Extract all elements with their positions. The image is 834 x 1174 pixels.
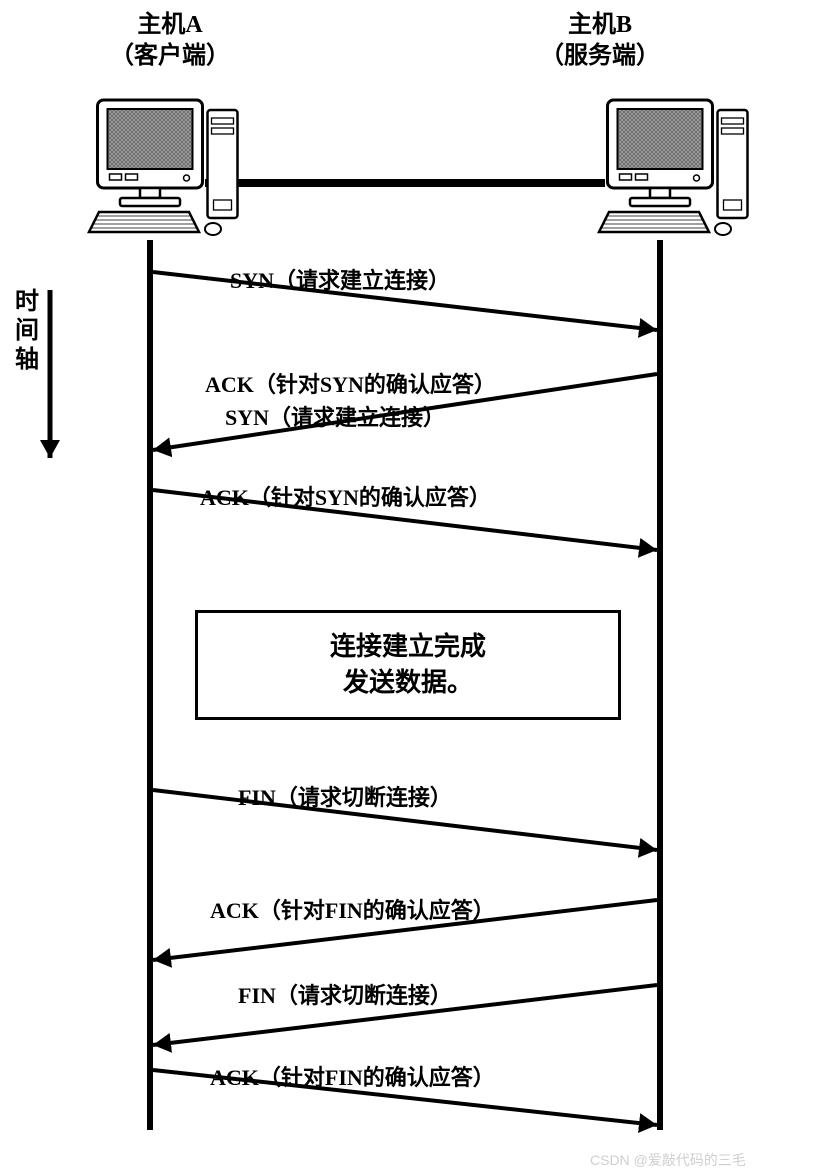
host-b-computer-icon: [599, 100, 748, 235]
status-box-line1: 连接建立完成: [198, 629, 618, 665]
host-b-header: 主机B（服务端）: [540, 10, 660, 72]
message-4-label-0: ACK（针对FIN的确认应答）: [210, 893, 495, 925]
host-a-title: 主机A: [110, 10, 230, 41]
message-1-label-1: SYN（请求建立连接）: [225, 400, 445, 432]
message-5-label-0: FIN（请求切断连接）: [238, 978, 452, 1010]
host-a-header: 主机A（客户端）: [110, 10, 230, 72]
host-a-computer-icon: [89, 100, 238, 235]
time-axis-label: 时间轴: [12, 288, 42, 374]
host-b-title: 主机B: [540, 10, 660, 41]
host-b-subtitle: （服务端）: [540, 41, 660, 72]
message-6-label-0: ACK（针对FIN的确认应答）: [210, 1060, 495, 1092]
status-box: 连接建立完成发送数据。: [195, 610, 621, 720]
message-1-label-0: ACK（针对SYN的确认应答）: [205, 367, 496, 399]
status-box-line2: 发送数据。: [198, 665, 618, 701]
watermark: CSDN @爱敲代码的三毛: [590, 1150, 746, 1170]
host-a-subtitle: （客户端）: [110, 41, 230, 72]
message-2-label-0: ACK（针对SYN的确认应答）: [200, 480, 491, 512]
message-3-label-0: FIN（请求切断连接）: [238, 780, 452, 812]
message-0-label-0: SYN（请求建立连接）: [230, 263, 450, 295]
